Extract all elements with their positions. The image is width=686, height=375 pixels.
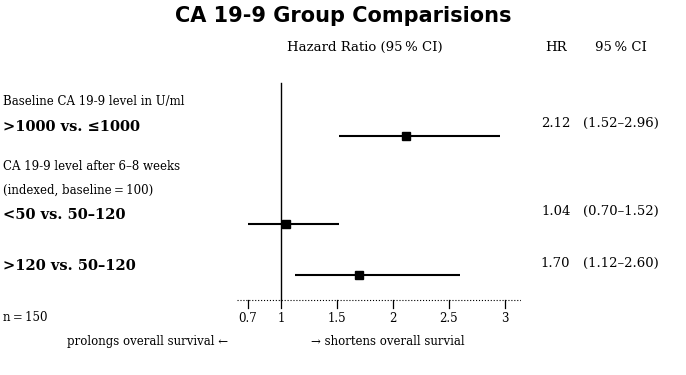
Text: (indexed, baseline = 100): (indexed, baseline = 100) <box>3 184 154 196</box>
Text: 1.70: 1.70 <box>541 256 571 270</box>
Text: (1.52–2.96): (1.52–2.96) <box>583 117 659 130</box>
Text: Hazard Ratio (95 % CI): Hazard Ratio (95 % CI) <box>287 41 443 54</box>
Text: 1.04: 1.04 <box>541 206 570 218</box>
Text: 0.7: 0.7 <box>239 312 257 326</box>
Text: CA 19-9 level after 6–8 weeks: CA 19-9 level after 6–8 weeks <box>3 160 180 173</box>
Text: 2.5: 2.5 <box>440 312 458 326</box>
Text: 2: 2 <box>389 312 397 326</box>
Text: n = 150: n = 150 <box>3 311 48 324</box>
Text: Baseline CA 19-9 level in U/ml: Baseline CA 19-9 level in U/ml <box>3 94 185 108</box>
Text: (1.12–2.60): (1.12–2.60) <box>583 256 659 270</box>
Text: prolongs overall survival ←: prolongs overall survival ← <box>67 335 228 348</box>
Text: HR: HR <box>545 41 567 54</box>
Text: CA 19-9 Group Comparisions: CA 19-9 Group Comparisions <box>175 6 511 26</box>
Text: >120 vs. 50–120: >120 vs. 50–120 <box>3 260 137 273</box>
Text: (0.70–1.52): (0.70–1.52) <box>583 206 659 218</box>
Text: → shortens overall survial: → shortens overall survial <box>311 335 464 348</box>
Text: 2.12: 2.12 <box>541 117 570 130</box>
Text: 3: 3 <box>501 312 508 326</box>
Text: <50 vs. 50–120: <50 vs. 50–120 <box>3 208 126 222</box>
Text: 1: 1 <box>278 312 285 326</box>
Text: 1.5: 1.5 <box>328 312 346 326</box>
Text: >1000 vs. ≤1000: >1000 vs. ≤1000 <box>3 120 141 134</box>
Text: 95 % CI: 95 % CI <box>595 41 647 54</box>
